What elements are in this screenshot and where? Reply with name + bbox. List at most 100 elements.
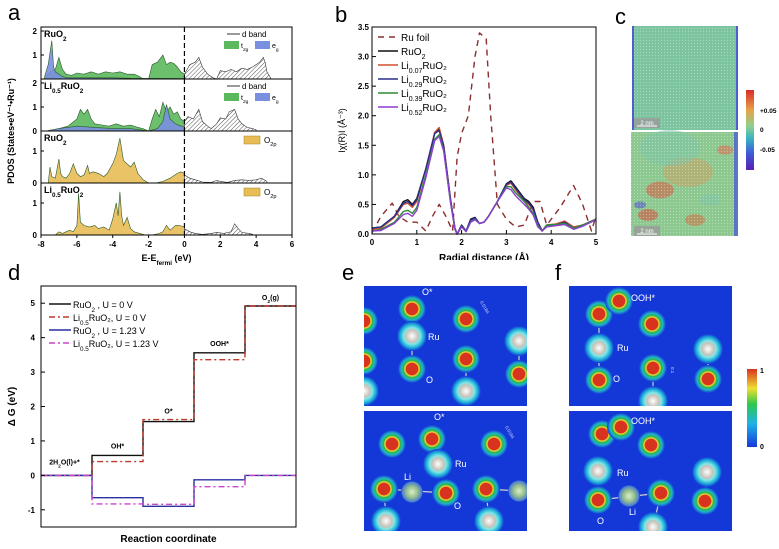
legend-swatch-eg [255, 93, 270, 101]
y-tick-label: 0 [33, 231, 38, 240]
legend-label-t2g: t2g [241, 95, 249, 105]
ruthenium-atom [638, 386, 668, 406]
colorbar-tick-label: 1 [760, 368, 764, 375]
pdos-subpanel-1: Li0.5RuO2 0 1 2 d band t2g eg [33, 78, 293, 136]
legend-label-ru-foil: Ru foil [401, 33, 429, 44]
oxygen-atom [364, 307, 378, 335]
legend-swatch-eg [255, 41, 270, 49]
oxygen-atom [398, 295, 426, 323]
lithium-atom [401, 481, 423, 503]
oxygen-atom [694, 365, 722, 393]
panel-label-b: b [335, 2, 348, 27]
x-axis-title: E-Efermi (eV) [142, 253, 192, 265]
atom-label: Ru [617, 343, 629, 353]
series-line-ruo2 [371, 128, 597, 235]
lithium-atom [508, 480, 527, 502]
subpanel-label: Li0.5RuO2 [44, 185, 84, 199]
y-tick-label: 2 [33, 27, 38, 36]
legend-swatch-o2p [243, 135, 261, 145]
pdos-area-o2p-unoccupied- [184, 174, 268, 184]
step-line-li0-5ruo2-u-0-v [41, 305, 296, 477]
legend-label-eg: eg [272, 95, 279, 105]
atom-label: Li [629, 507, 636, 517]
step-line-li0-5ruo2-u-1-23-v [41, 474, 296, 505]
pdos-subpanel-3: Li0.5RuO2 0 1 O2p [33, 182, 293, 240]
chart-ef-elf-maps: O* Ru O O* Ru Li O OOH* Ru O OOH* Ru O Li 0.0184 0.0184… [364, 286, 764, 531]
pdos-area-t2g [44, 54, 185, 80]
oxygen-atom [378, 430, 406, 458]
y-axis-title: PDOS (States•eV⁻¹•Ru⁻¹) [6, 78, 16, 184]
atom-label: Ru [455, 459, 467, 469]
y-tick-label: 0 [31, 471, 36, 480]
oxygen-atom [607, 413, 635, 441]
pdos-area-o2p [54, 191, 185, 236]
legend-label-dband: d band [242, 82, 266, 91]
y-tick-label: 1 [33, 51, 38, 60]
panel-label-f: f [555, 260, 562, 285]
ruthenium-atom [584, 333, 614, 363]
x-axis-title: Radial distance (Å) [439, 251, 529, 260]
colorbar [747, 369, 757, 447]
oxygen-atom [472, 475, 500, 503]
state-label: O* [164, 409, 172, 416]
state-label: OOH* [210, 341, 229, 348]
series-line-li0-39ruo2 [371, 133, 597, 235]
atom-label: O* [422, 287, 433, 297]
chart-a-pdos: RuO2 1 2 d band t2g eg Li0.5RuO2 0 1 2 d band t2g eg… [6, 26, 295, 265]
legend-label: RuO2 , U = 0 V [73, 300, 133, 314]
y-tick-label: 5 [31, 299, 36, 308]
x-tick-label: 4 [549, 238, 554, 247]
y-tick-label: 0 [33, 179, 38, 188]
chart-b-exafs: 0.0 0.5 1.0 1.5 2.0 2.5 3.0 3.5 0 1 2 3 4 5 Radial dis… [337, 23, 599, 260]
scale-bar-label: 2 nm [640, 121, 653, 127]
ruthenium-atom [693, 334, 723, 364]
oxygen-atom [585, 300, 613, 328]
y-tick-label: 1.0 [358, 171, 370, 180]
scale-bar-box [634, 118, 660, 128]
elf-e-bottom: O* Ru Li O [364, 411, 527, 531]
panel-label-d: d [8, 260, 21, 285]
legend-label: RuO2 , U = 1.23 V [73, 326, 145, 340]
series-line-li0-07ruo2 [371, 126, 597, 235]
elf-content [583, 413, 722, 531]
panel-label-a: a [8, 0, 21, 25]
pdos-area-d-band-unoccupied- [184, 56, 271, 80]
colorbar [746, 90, 754, 170]
contour-label: 0.0184 [504, 425, 515, 440]
pdos-subpanel-0: RuO2 1 2 d band t2g eg [33, 26, 293, 80]
panel-label-c: c [615, 4, 626, 29]
atom-label: O [613, 374, 620, 384]
oxygen-atom [370, 475, 398, 503]
elf-background [364, 286, 527, 406]
oxygen-atom [398, 355, 426, 383]
atom-label: O [426, 375, 433, 385]
series-line-ru-foil [371, 32, 597, 234]
scale-bar-box [634, 226, 660, 236]
y-tick-label: 2.5 [358, 82, 370, 91]
strain-edge [734, 132, 738, 236]
x-tick-label: 4 [254, 240, 259, 249]
x-tick-label: 6 [290, 240, 295, 249]
y-tick-label: 3.5 [358, 23, 370, 32]
subpanel-label: Li0.5RuO2 [44, 81, 84, 95]
plot-frame [371, 26, 597, 235]
y-tick-label: 0 [33, 127, 38, 136]
colorbar-tick-label: 0 [760, 127, 764, 134]
y-tick-label: 1 [33, 103, 38, 112]
legend-label-o2p: O2p [264, 188, 276, 200]
ruthenium-atom [364, 376, 379, 406]
pdos-subpanel-2: RuO2 0 1 O2p [33, 130, 293, 188]
oxygen-atom [639, 354, 667, 382]
legend-swatch-t2g [224, 93, 239, 101]
oxygen-atom [647, 479, 675, 507]
colorbar-tick-label: +0.05 [760, 108, 777, 115]
pdos-area-o2p-unoccupied- [184, 223, 253, 236]
y-tick-label: 2 [33, 79, 38, 88]
strain-edge [736, 26, 738, 130]
oxygen-atom [638, 310, 666, 338]
y-tick-label: 1 [31, 437, 36, 446]
atom-label: OOH* [631, 416, 656, 426]
legend-label-ruo2: RuO2 [401, 47, 426, 61]
colorbar-tick-label: -0.05 [760, 147, 775, 154]
ruthenium-atom [638, 512, 668, 531]
